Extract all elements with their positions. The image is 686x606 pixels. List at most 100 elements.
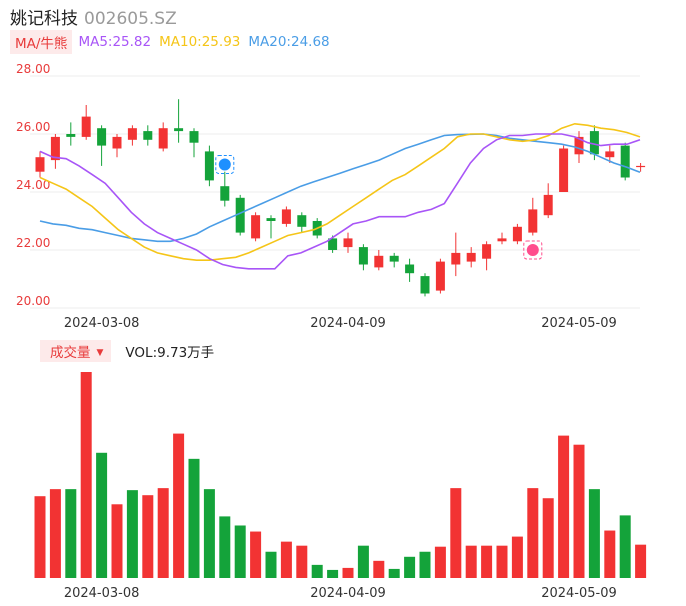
volume-bar (542, 498, 554, 578)
volume-bar (604, 530, 616, 578)
candle-body (174, 128, 184, 132)
ma10-label: MA10:25.93 (159, 34, 241, 50)
candle-body (358, 247, 368, 265)
badge-face (218, 158, 231, 171)
volume-bar (481, 545, 493, 578)
candle-body (97, 128, 107, 146)
ma20-line (39, 133, 641, 243)
volume-bar (126, 490, 138, 578)
candle-body (466, 252, 476, 262)
candle-body (482, 244, 492, 259)
volume-bar (558, 435, 570, 578)
date-tick-label: 2024-04-09 (310, 316, 386, 331)
volume-bar (80, 372, 92, 578)
volume-bar (588, 489, 600, 578)
candle-body (143, 131, 153, 140)
ma5-line (39, 133, 641, 270)
candle-body (112, 136, 122, 149)
volume-bar (465, 545, 477, 578)
stock-code: 002605.SZ (84, 9, 177, 29)
volume-bar (34, 496, 46, 578)
ma-toggle-button[interactable]: MA/牛熊 (10, 30, 73, 54)
candle-body (220, 186, 230, 201)
volume-legend: 成交量 ▼ VOL:9.73万手 (40, 340, 215, 362)
price-axis: 28.00 26.00 24.00 22.00 20.00 (16, 62, 50, 308)
date-tick-label: 2024-03-08 (64, 316, 140, 331)
date-tick-label: 2024-05-09 (541, 316, 617, 331)
candle-body (543, 194, 553, 216)
ma20-label: MA20:24.68 (248, 34, 330, 50)
badge-frame (523, 240, 543, 260)
candle-body (328, 238, 338, 250)
price-date-axis: 2024-03-08 2024-04-09 2024-05-09 (64, 316, 617, 331)
volume-bar (296, 545, 308, 578)
volume-bar (173, 433, 185, 578)
ma5-label: MA5:25.82 (78, 34, 152, 50)
signal-badges (215, 154, 543, 260)
price-tick-label: 28.00 (16, 62, 50, 76)
ma-legend: MA/牛熊 MA5:25.82 MA10:25.93 MA20:24.68 (10, 30, 338, 54)
candle-body (251, 215, 261, 239)
date-tick-label: 2024-04-09 (310, 586, 386, 601)
volume-bar (511, 536, 523, 578)
volume-bar (357, 545, 369, 578)
date-tick-label: 2024-03-08 (64, 586, 140, 601)
candle-body (451, 252, 461, 265)
candle-body (620, 145, 630, 178)
volume-bar (49, 489, 61, 578)
volume-bar (619, 515, 631, 578)
candle-body (281, 209, 291, 224)
bull-icon (523, 240, 543, 260)
volume-bar (327, 569, 339, 578)
volume-bar (234, 525, 246, 578)
volume-bar (65, 489, 77, 578)
candle-body (50, 136, 60, 161)
date-tick-label: 2024-05-09 (541, 586, 617, 601)
volume-bars (34, 372, 647, 578)
volume-bar (250, 531, 262, 578)
volume-selector-label: 成交量 (50, 345, 91, 361)
price-tick-label: 24.00 (16, 178, 50, 192)
candle-body (435, 261, 445, 291)
candle-body (189, 131, 199, 143)
volume-bar (265, 551, 277, 578)
volume-bar (219, 516, 231, 578)
candle-body (420, 276, 430, 294)
candle-body (266, 218, 276, 221)
candle-body (297, 215, 307, 227)
badge-frame (215, 154, 235, 174)
candle-body (343, 238, 353, 248)
candle-body (81, 116, 91, 137)
price-tick-label: 22.00 (16, 236, 50, 250)
price-tick-label: 26.00 (16, 120, 50, 134)
candle-body (605, 151, 615, 158)
volume-value: VOL:9.73万手 (125, 345, 215, 361)
volume-bar (434, 546, 446, 578)
volume-selector[interactable]: 成交量 ▼ (40, 340, 112, 362)
chevron-down-icon: ▼ (96, 348, 104, 358)
volume-bar (157, 488, 169, 578)
moving-averages (39, 122, 641, 270)
candle-body (528, 209, 538, 233)
volume-bar (573, 444, 585, 578)
volume-bar (111, 504, 123, 578)
volume-bar (635, 544, 647, 578)
badge-face (526, 244, 539, 256)
volume-bar (388, 568, 400, 578)
candle-body (636, 165, 646, 168)
volume-bar (142, 495, 154, 578)
candle-body (374, 255, 384, 268)
candlesticks (35, 99, 646, 297)
stock-header: 姚记科技 002605.SZ (10, 4, 177, 29)
volume-bar (404, 556, 416, 578)
stock-name: 姚记科技 (10, 9, 78, 29)
volume-bar (311, 564, 323, 578)
candle-body (589, 131, 599, 155)
candle-body (405, 264, 415, 274)
candle-body (574, 136, 584, 155)
candle-body (158, 128, 168, 149)
volume-bar (203, 489, 215, 578)
volume-bar (96, 452, 108, 578)
volume-bar (342, 567, 354, 578)
